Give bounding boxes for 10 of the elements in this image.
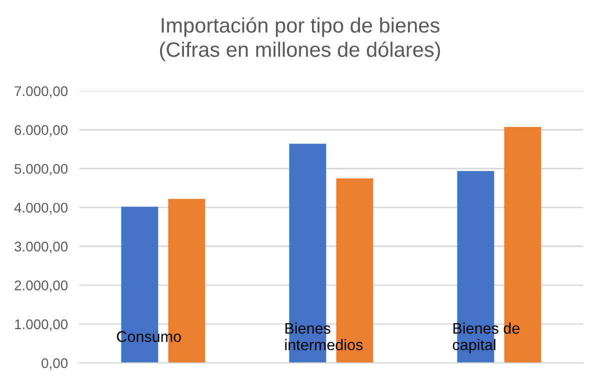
y-tick-label: 4.000,00	[14, 202, 68, 214]
y-tick-label: 6.000,00	[14, 125, 68, 137]
bar	[504, 127, 542, 363]
y-tick-label: 5.000,00	[14, 164, 68, 176]
chart-title: Importación por tipo de bienes (Cifras en millones de dólares)	[160, 17, 440, 62]
y-tick-label: 3.000,00	[14, 242, 68, 254]
y-tick-label: 7.000,00	[14, 86, 68, 98]
y-tick-label: 1.000,00	[15, 319, 68, 331]
y-tick-label: 0,00	[42, 358, 68, 370]
y-tick-label: 2.000,00	[14, 280, 68, 292]
